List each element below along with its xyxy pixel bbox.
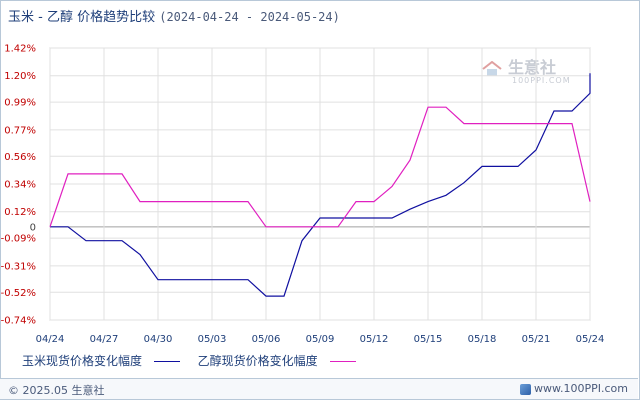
y-tick-label: -0.74% bbox=[1, 316, 36, 327]
x-tick-label: 05/18 bbox=[468, 334, 497, 345]
x-axis: 04/24 04/27 04/30 05/03 05/06 05/09 05/12 05/15… bbox=[36, 334, 605, 345]
x-tick-label: 04/24 bbox=[36, 334, 65, 345]
x-tick-label: 05/15 bbox=[414, 334, 443, 345]
y-tick-label: 1.42% bbox=[4, 44, 36, 55]
y-tick-label: 0.34% bbox=[4, 180, 36, 191]
page-title: 玉米 - 乙醇 价格趋势比较 (2024-04-24 - 2024-05-24) bbox=[8, 6, 340, 25]
y-tick-label: -0.09% bbox=[1, 234, 36, 245]
watermark-sub: 100PPI.COM bbox=[512, 76, 571, 85]
footer: © 2025.05 生意社 www.100PPI.com bbox=[0, 378, 638, 399]
x-tick-label: 05/06 bbox=[252, 334, 281, 345]
legend-item-corn: 玉米现货价格变化幅度 bbox=[22, 352, 190, 369]
x-tick-label: 05/21 bbox=[522, 334, 551, 345]
x-tick-label: 04/30 bbox=[144, 334, 173, 345]
series-line-corn bbox=[50, 73, 591, 297]
y-axis: 1.42% 1.20% 0.99% 0.77% 0.56% 0.34% 0.12% 0-0.0… bbox=[1, 44, 36, 327]
legend: 玉米现货价格变化幅度 乙醇现货价格变化幅度 bbox=[22, 352, 366, 369]
y-tick-label: 1.20% bbox=[4, 71, 36, 82]
x-tick-label: 05/03 bbox=[198, 334, 227, 345]
watermark-text: 生意社 bbox=[508, 58, 557, 77]
series-lines bbox=[49, 73, 591, 297]
site-logo-icon bbox=[520, 383, 532, 395]
y-tick-label: 0.12% bbox=[4, 207, 36, 218]
legend-item-ethanol: 乙醇现货价格变化幅度 bbox=[198, 352, 366, 369]
series-line-ethanol bbox=[49, 106, 591, 228]
legend-swatch-corn bbox=[153, 361, 180, 362]
date-range: (2024-04-24 - 2024-05-24) bbox=[159, 10, 340, 24]
x-tick-label: 05/24 bbox=[576, 334, 605, 345]
x-tick-label: 04/27 bbox=[90, 334, 119, 345]
house-logo-icon bbox=[482, 60, 502, 77]
y-tick-label: 0.56% bbox=[4, 152, 36, 163]
legend-label-corn: 玉米现货价格变化幅度 bbox=[22, 354, 143, 368]
x-tick-label: 05/09 bbox=[306, 334, 335, 345]
y-tick-label: 0.77% bbox=[4, 125, 36, 136]
title-text: 玉米 - 乙醇 价格趋势比较 bbox=[8, 10, 156, 25]
legend-label-ethanol: 乙醇现货价格变化幅度 bbox=[197, 354, 318, 368]
watermark: 生意社 100PPI.COM bbox=[482, 54, 571, 85]
y-tick-label: -0.52% bbox=[1, 288, 36, 299]
site-link[interactable]: www.100PPI.com bbox=[520, 382, 628, 395]
legend-swatch-ethanol bbox=[329, 361, 356, 362]
y-tick-label: 0.99% bbox=[4, 98, 36, 109]
site-url: www.100PPI.com bbox=[534, 382, 628, 395]
copyright: © 2025.05 生意社 bbox=[8, 384, 105, 397]
y-tick-label: -0.31% bbox=[1, 261, 36, 272]
x-tick-label: 05/12 bbox=[360, 334, 389, 345]
y-tick-label: 0 bbox=[30, 222, 36, 233]
grid bbox=[49, 47, 591, 321]
